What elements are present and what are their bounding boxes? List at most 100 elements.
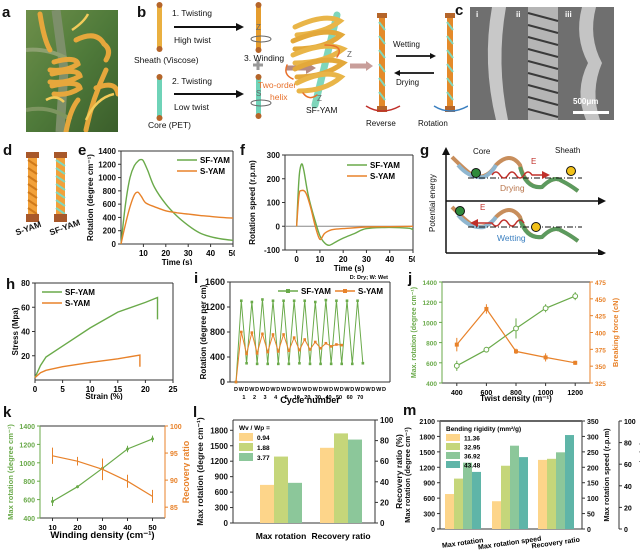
marker-breaking-force	[573, 360, 578, 365]
x-cycle-label: 40	[325, 395, 331, 401]
sf-yam-marker	[361, 361, 365, 365]
y2-tick-label: 60	[380, 457, 389, 466]
x-cycle-label: 4	[274, 395, 278, 401]
y-tick-label: 0	[276, 222, 281, 231]
x-dw-label: W	[376, 387, 382, 393]
x-cycle-label: 2	[253, 395, 256, 401]
y-tick-label: 1200	[205, 302, 225, 312]
legend-s-yam-label: S-YAM	[358, 287, 383, 296]
y-tick-label: 300	[423, 512, 435, 519]
g-ylabel: Potential energy	[428, 174, 437, 232]
s-yam-marker	[303, 338, 307, 341]
x-dw-label: W	[323, 387, 329, 393]
forward-rotation-arrow	[433, 105, 468, 112]
marker-max-rotation	[51, 499, 54, 503]
x-tick-label: 1000	[538, 390, 554, 397]
x-dw-label: D	[382, 387, 386, 393]
y3-tick-label: 0	[624, 527, 628, 534]
y2-tick-label: 425	[595, 314, 606, 321]
bar-recovery-ratio-1.88	[334, 433, 348, 523]
x-tick-label: 30	[362, 255, 371, 264]
series-line-sf-yam	[120, 158, 234, 245]
y-tick-label: 1800	[210, 426, 228, 435]
y-tick-label: 400	[426, 381, 437, 388]
panel-letter-g: g	[420, 142, 430, 159]
sf-yam-marker	[287, 362, 291, 366]
marker-breaking-force	[484, 306, 489, 311]
x-cycle-label: 70	[357, 395, 363, 401]
bar-max-rotation-1.88	[274, 456, 288, 523]
legend-swatch-43.48	[446, 461, 460, 468]
y-tick-label: 1500	[210, 442, 228, 451]
x-tick-label: 400	[451, 390, 463, 397]
panel-letter-d: d	[3, 142, 13, 159]
step2-label: 2. Twisting	[172, 76, 213, 86]
y-tick-label: 100	[267, 199, 281, 208]
y3-tick-label: 20	[624, 505, 632, 512]
x-tick-label: 1200	[567, 390, 583, 397]
marker-max-rotation	[513, 325, 519, 332]
y-tick-label: 0	[220, 377, 225, 387]
legend-swatch-0.94	[239, 433, 253, 441]
y2-tick-label: 100	[170, 424, 182, 431]
marker-max-rotation	[483, 346, 490, 353]
y-tick-label: 1000	[423, 320, 438, 327]
s-yam-marker	[308, 348, 312, 351]
x-cycle-label: 1	[242, 395, 245, 401]
x-dw-label: D	[361, 387, 365, 393]
sheath-label-g: Sheath	[555, 146, 581, 155]
legend-s-yam-label: S-YAM	[65, 299, 90, 308]
legend-s-yam-label: S-YAM	[200, 167, 225, 176]
x-tick-label: 5	[60, 385, 65, 394]
fabrication-schematic	[156, 2, 316, 121]
x-tick-label: 40	[385, 255, 394, 264]
bar-recovery-ratio-36.92	[556, 452, 565, 529]
x-dw-label: D	[340, 387, 344, 393]
panel-letter-h: h	[6, 276, 16, 293]
sf-yam-marker	[245, 361, 248, 365]
y2-axis-title: Max rotation speed (r.p.m)	[602, 428, 611, 522]
x-tick-label: 600	[481, 390, 493, 397]
y-tick-label: 1600	[205, 277, 225, 287]
core-fiber	[157, 78, 162, 118]
marker-max-rotation	[126, 447, 129, 451]
sf-yam-marker	[255, 362, 259, 366]
bar-recovery-ratio-11.36	[538, 459, 547, 529]
dry-wet-annotation: D: Dry; W: Wet	[350, 275, 388, 281]
series-line-sf-yam	[295, 163, 414, 247]
x-axis-title: Cycle number	[280, 395, 340, 405]
x-dw-label: D	[329, 387, 333, 393]
legend-s-yam-marker	[343, 289, 347, 293]
s-yam-marker	[239, 330, 243, 334]
x-cycle-label: 50	[336, 395, 342, 401]
chart-e-rotation-vs-time: 0 200 400 600 800 1000 1200 1400 10 20 30 40 50 SF-YA…	[86, 147, 235, 265]
x-dw-label: W	[292, 387, 298, 393]
x-axis-title: Time (s)	[334, 264, 365, 273]
panel-letter-f: f	[240, 142, 245, 159]
y-tick-label: 1000	[98, 174, 116, 183]
energy-label-wetting: E	[480, 203, 486, 212]
bar-max-rotation-speed-32.95	[501, 465, 510, 529]
y-tick-label: 200	[267, 175, 281, 184]
bar-max-rotation-speed-43.48	[519, 457, 528, 529]
s-yam-marker	[313, 340, 317, 344]
x-axis-title: Twist density (m⁻¹)	[480, 394, 552, 403]
chart-m-bending-rigidity-bars: 0300600900120015001800210005010015020025…	[403, 419, 640, 550]
sem-image	[470, 7, 614, 120]
x-tick-label: 30	[98, 523, 106, 532]
sf-yam-marker	[345, 299, 349, 303]
legend-label-32.95: 32.95	[464, 445, 481, 452]
sem-label-iii: iii	[565, 10, 572, 19]
y2-tick-label: 0	[587, 527, 591, 534]
x-dw-label: D	[297, 387, 301, 393]
s-yam-marker	[255, 351, 259, 355]
x-tick-label: 10	[315, 255, 324, 264]
core-label: Core (PET)	[148, 120, 191, 130]
marker-max-rotation	[572, 293, 579, 300]
s-yam-label: S-YAM	[14, 218, 43, 238]
s-yam-marker	[324, 341, 328, 345]
sf-yam-illustration	[54, 152, 67, 222]
sem-label-i: i	[476, 10, 479, 19]
panel-letter-i: i	[194, 270, 199, 287]
